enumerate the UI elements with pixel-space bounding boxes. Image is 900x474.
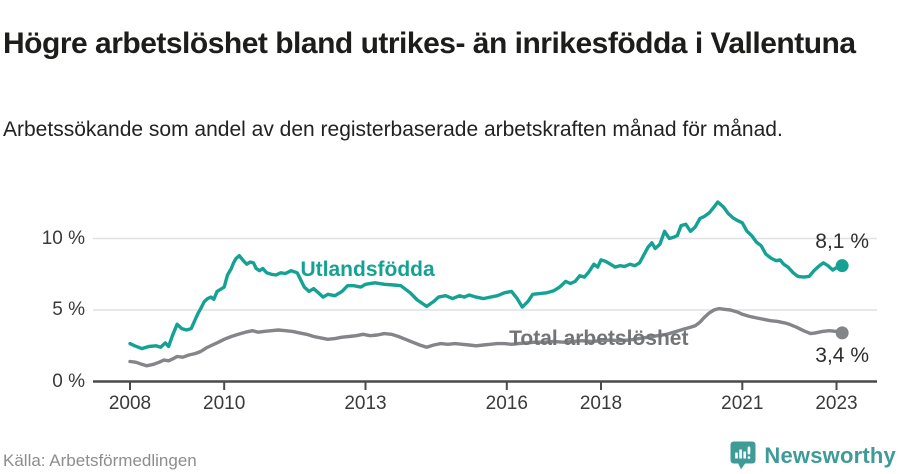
page-subtitle: Arbetssökande som andel av den registerb… (3, 118, 783, 141)
x-tick-label-2016: 2016 (485, 393, 528, 414)
series-line-1 (128, 306, 844, 368)
source-note: Källa: Arbetsförmedlingen (3, 451, 197, 470)
series-line-0 (128, 200, 844, 351)
x-tick-label-2021: 2021 (721, 393, 764, 414)
x-tick-label-2018: 2018 (579, 393, 623, 414)
x-tick-label-2010: 2010 (203, 393, 246, 414)
y-tick-label-5: 5 % (52, 299, 85, 320)
newsworthy-logo: Newsworthy (730, 441, 896, 470)
series-label-0: Utlandsfödda (300, 258, 435, 282)
y-tick-label-0: 0 % (52, 370, 85, 392)
series-label-1: Total arbetslöshet (509, 326, 689, 350)
page-title: Högre arbetslöshet bland utrikes- än inr… (3, 27, 856, 61)
newsworthy-wordmark: Newsworthy (764, 442, 896, 468)
x-tick-label-2008: 2008 (108, 393, 152, 414)
newsworthy-bubble-chart-icon (730, 441, 756, 470)
series-end-dot-1 (835, 326, 849, 340)
x-tick-label-2013: 2013 (344, 393, 387, 414)
series-end-value-0: 8,1 % (815, 229, 869, 253)
y-tick-label-10: 10 % (41, 227, 85, 249)
series-end-dot-0 (835, 259, 849, 273)
x-tick-label-2023: 2023 (815, 393, 858, 414)
series-end-value-1: 3,4 % (815, 343, 869, 367)
